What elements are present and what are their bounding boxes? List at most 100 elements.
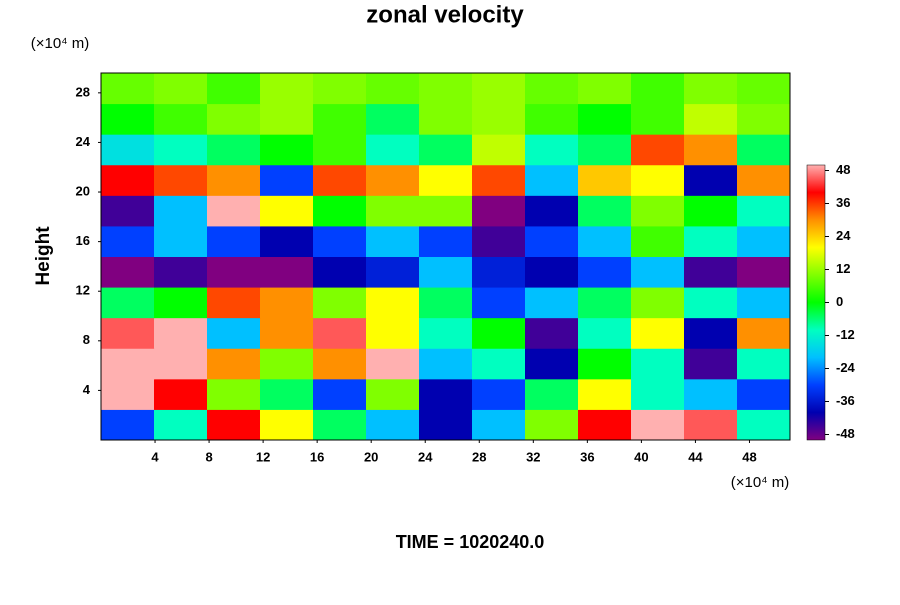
cell — [737, 256, 791, 288]
cell — [207, 73, 261, 105]
cell — [366, 164, 420, 196]
cell — [525, 73, 579, 105]
cell — [101, 378, 155, 410]
x-tick-label: 4 — [151, 449, 159, 464]
cell — [260, 256, 314, 288]
cell — [684, 287, 738, 319]
cell — [525, 256, 579, 288]
cell — [366, 317, 420, 349]
y-axis-label: Height — [33, 226, 54, 286]
cell — [260, 195, 314, 227]
cell — [154, 317, 208, 349]
cell — [472, 134, 526, 166]
cell — [366, 378, 420, 410]
cell — [260, 317, 314, 349]
cell — [684, 195, 738, 227]
cell — [578, 378, 632, 410]
cell — [101, 164, 155, 196]
cell — [101, 195, 155, 227]
cell — [525, 409, 579, 441]
cell — [313, 287, 367, 319]
chart-title: zonal velocity — [366, 1, 524, 28]
x-tick-label: 32 — [526, 449, 540, 464]
y-tick-label: 12 — [76, 283, 90, 298]
cell — [737, 348, 791, 380]
x-tick-label: 28 — [472, 449, 486, 464]
cell — [578, 164, 632, 196]
cell — [419, 225, 473, 257]
cell — [684, 164, 738, 196]
x-tick-label: 12 — [256, 449, 270, 464]
x-tick-label: 16 — [310, 449, 324, 464]
colorbar-tick-label: 36 — [836, 195, 850, 210]
cell — [313, 73, 367, 105]
cell — [578, 256, 632, 288]
x-tick-label: 40 — [634, 449, 648, 464]
cell — [631, 225, 685, 257]
cell — [101, 317, 155, 349]
cell — [525, 164, 579, 196]
colorbar-tick-label: -36 — [836, 393, 855, 408]
cell — [737, 73, 791, 105]
x-tick-label: 48 — [742, 449, 756, 464]
cell — [525, 317, 579, 349]
cell — [313, 317, 367, 349]
cell — [260, 73, 314, 105]
cell — [419, 103, 473, 135]
cell — [472, 225, 526, 257]
cell — [313, 164, 367, 196]
cell — [260, 164, 314, 196]
cell — [101, 256, 155, 288]
y-tick-label: 28 — [76, 84, 90, 99]
cell — [366, 134, 420, 166]
cell — [101, 348, 155, 380]
cell — [525, 287, 579, 319]
cell — [101, 287, 155, 319]
cell — [631, 378, 685, 410]
x-tick-label: 20 — [364, 449, 378, 464]
cell — [578, 348, 632, 380]
cell — [684, 256, 738, 288]
cell — [631, 195, 685, 227]
y-tick-label: 24 — [76, 134, 91, 149]
cell — [525, 103, 579, 135]
cell — [101, 103, 155, 135]
cell — [525, 195, 579, 227]
cell — [207, 225, 261, 257]
cell — [578, 195, 632, 227]
x-tick-label: 24 — [418, 449, 433, 464]
cell — [472, 73, 526, 105]
cell — [260, 409, 314, 441]
cell — [737, 164, 791, 196]
cell — [578, 73, 632, 105]
cell — [366, 348, 420, 380]
cell — [631, 256, 685, 288]
colorbar-tick-label: -12 — [836, 327, 855, 342]
footer: TIME = 1020240.0 — [396, 532, 545, 552]
colorbar-tick-label: 24 — [836, 228, 851, 243]
cell — [207, 195, 261, 227]
cell — [525, 348, 579, 380]
cell — [737, 378, 791, 410]
cell — [154, 348, 208, 380]
cell — [525, 378, 579, 410]
cell — [101, 134, 155, 166]
cell — [154, 103, 208, 135]
cell — [101, 409, 155, 441]
cell — [207, 256, 261, 288]
y-tick-label: 4 — [83, 382, 91, 397]
cell — [631, 348, 685, 380]
cell — [313, 134, 367, 166]
cell — [260, 287, 314, 319]
cell — [101, 73, 155, 105]
cell — [419, 195, 473, 227]
cell — [631, 134, 685, 166]
cell — [366, 256, 420, 288]
cell — [472, 287, 526, 319]
cell — [472, 164, 526, 196]
cell — [472, 195, 526, 227]
cell — [525, 225, 579, 257]
cell — [631, 317, 685, 349]
cell — [207, 317, 261, 349]
colorbar — [806, 164, 826, 441]
